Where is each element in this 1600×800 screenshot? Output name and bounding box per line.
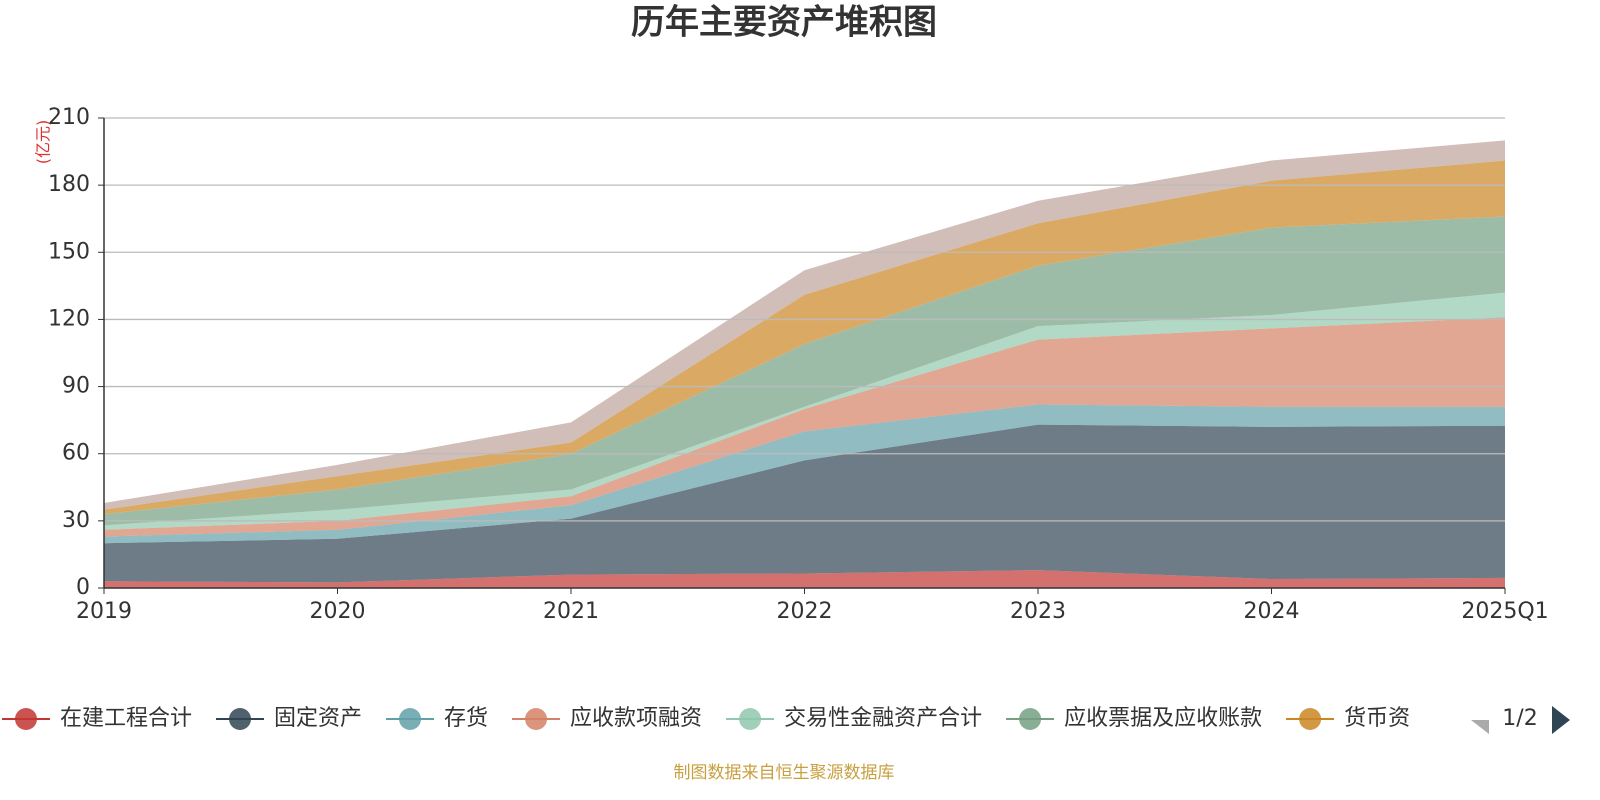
- legend-page: 1/2: [1502, 706, 1537, 731]
- areas: [104, 140, 1505, 588]
- legend-label: 存货: [444, 706, 488, 731]
- x-tick-label: 2020: [310, 599, 366, 624]
- area: [104, 292, 1505, 530]
- area: [104, 160, 1505, 515]
- y-tick-label: 150: [48, 239, 90, 264]
- x-tick-label: 2021: [543, 599, 599, 624]
- x-tick-label: 2023: [1010, 599, 1066, 624]
- axes: 0 30 60 90 120 150 180 210 2019 2020 2021 2022 2023 2…: [48, 105, 1549, 624]
- y-tick-label: 30: [62, 508, 90, 533]
- legend-prev[interactable]: [1471, 706, 1489, 734]
- legend-label: 在建工程合计: [60, 706, 192, 731]
- y-tick-label: 90: [62, 374, 90, 399]
- y-tick-label: 120: [48, 306, 90, 331]
- x-tick-label: 2019: [76, 599, 132, 624]
- legend-marker: [229, 708, 252, 730]
- legend-marker: [739, 708, 762, 730]
- legend-marker: [1019, 708, 1042, 730]
- area: [104, 424, 1505, 583]
- chart-title: 历年主要资产堆积图: [631, 3, 937, 43]
- y-tick-label: 0: [76, 575, 90, 600]
- legend-label: 应收款项融资: [570, 706, 702, 731]
- area: [104, 216, 1505, 526]
- y-tick-label: 60: [62, 441, 90, 466]
- y-unit-label: (亿元): [34, 120, 53, 165]
- x-tick-label: 2024: [1244, 599, 1300, 624]
- area: [104, 404, 1505, 544]
- legend-label: 交易性金融资产合计: [784, 706, 982, 731]
- legend-marker: [525, 708, 548, 730]
- y-tick-label: 210: [48, 105, 90, 130]
- source-note: 制图数据来自恒生聚源数据库: [674, 763, 895, 783]
- area: [104, 317, 1505, 537]
- legend-label: 货币资: [1344, 706, 1410, 731]
- y-tick-label: 180: [48, 172, 90, 197]
- legend-marker: [399, 708, 422, 730]
- legend-label: 固定资产: [274, 706, 362, 731]
- legend-next[interactable]: [1552, 706, 1570, 734]
- x-tick-label: 2025Q1: [1461, 599, 1548, 624]
- legend-marker: [15, 708, 37, 730]
- x-tick-label: 2022: [777, 599, 833, 624]
- legend-label: 应收票据及应收账款: [1064, 706, 1262, 731]
- legend-marker: [1299, 708, 1322, 730]
